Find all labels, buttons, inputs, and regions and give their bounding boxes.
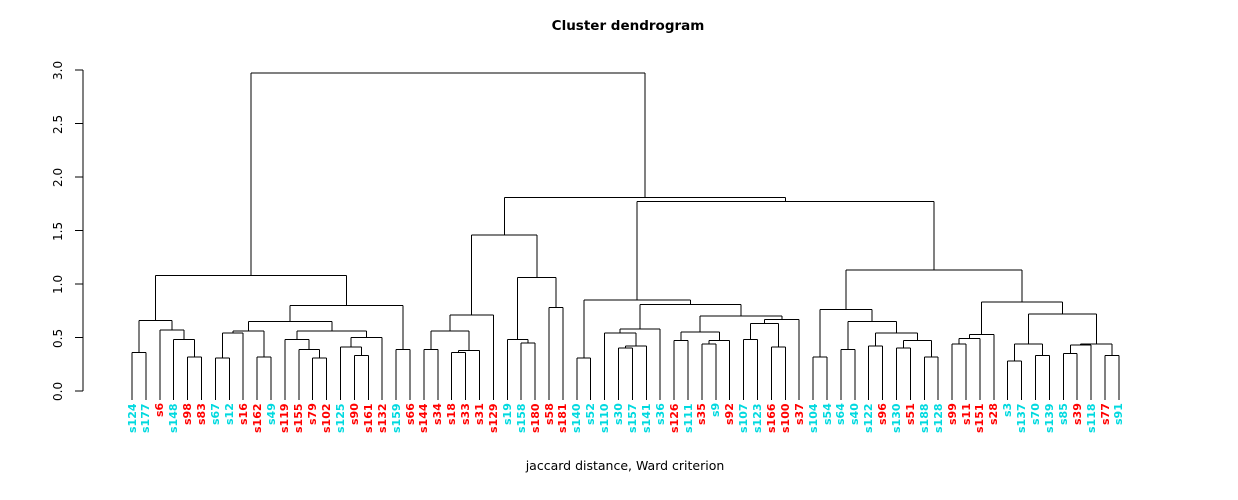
leaf-label: s139: [1042, 403, 1056, 433]
leaf-label: s92: [723, 403, 737, 425]
y-tick-label: 0.5: [51, 327, 65, 348]
leaf-label: s123: [751, 403, 764, 433]
leaf-label: s141: [639, 403, 653, 433]
leaf-label: s102: [320, 403, 334, 433]
leaf-label: s157: [625, 403, 639, 433]
leaf-label: s16: [236, 403, 250, 425]
chart-title: Cluster dendrogram: [551, 18, 705, 34]
leaf-label: s126: [667, 403, 681, 433]
leaf-label: s19: [500, 403, 514, 425]
leaf-label: s161: [361, 403, 375, 433]
leaf-label: s180: [528, 403, 542, 433]
leaf-label: s148: [167, 403, 181, 433]
leaf-label: s162: [250, 403, 264, 433]
leaf-label: s118: [1084, 403, 1098, 433]
leaf-label: s30: [612, 403, 625, 425]
leaf-label: s12: [222, 403, 236, 425]
y-tick-label: 2.5: [51, 113, 65, 134]
leaf-label: s104: [806, 403, 820, 433]
y-tick-label: 3.0: [51, 60, 65, 80]
leaf-label: s129: [486, 403, 500, 433]
leaf-label: s70: [1029, 403, 1042, 425]
leaf-label: s166: [764, 403, 778, 433]
leaf-label: s51: [903, 403, 917, 425]
leaf-label: s36: [653, 403, 667, 425]
leaf-label: s107: [737, 403, 751, 433]
leaf-label: s3: [1001, 403, 1015, 418]
leaf-label: s130: [890, 403, 903, 433]
leaf-label: s83: [195, 403, 208, 425]
leaf-label: s128: [931, 403, 945, 433]
y-tick-label: 1.5: [51, 220, 65, 241]
leaf-label: s67: [208, 403, 222, 425]
leaf-label: s18: [445, 403, 459, 425]
leaf-label: s99: [945, 403, 959, 425]
leaf-label: s52: [584, 403, 598, 425]
leaf-label: s110: [598, 403, 612, 433]
leaf-label: s137: [1015, 403, 1029, 433]
leaf-label: s37: [792, 403, 806, 425]
leaf-label: s33: [459, 403, 473, 425]
leaf-label: s98: [181, 403, 195, 425]
y-tick-label: 0.0: [51, 381, 65, 401]
x-axis-label: jaccard distance, Ward criterion: [525, 458, 725, 473]
leaf-label: s96: [876, 403, 890, 425]
leaf-label: s90: [347, 403, 361, 425]
leaf-label: s122: [862, 403, 876, 433]
leaf-label: s100: [778, 403, 792, 433]
leaf-label: s91: [1112, 403, 1126, 425]
leaf-label: s79: [306, 403, 320, 425]
leaf-label: s159: [389, 403, 403, 433]
leaf-label: s132: [375, 403, 389, 433]
leaf-label: s85: [1056, 403, 1070, 425]
leaf-label: s188: [917, 403, 931, 433]
leaf-label: s158: [514, 403, 528, 433]
y-tick-label: 2.0: [51, 167, 65, 187]
leaf-label: s125: [334, 403, 347, 433]
y-tick-label: 1.0: [51, 274, 65, 294]
leaf-label: s31: [473, 403, 486, 425]
leaf-label: s39: [1070, 403, 1084, 425]
